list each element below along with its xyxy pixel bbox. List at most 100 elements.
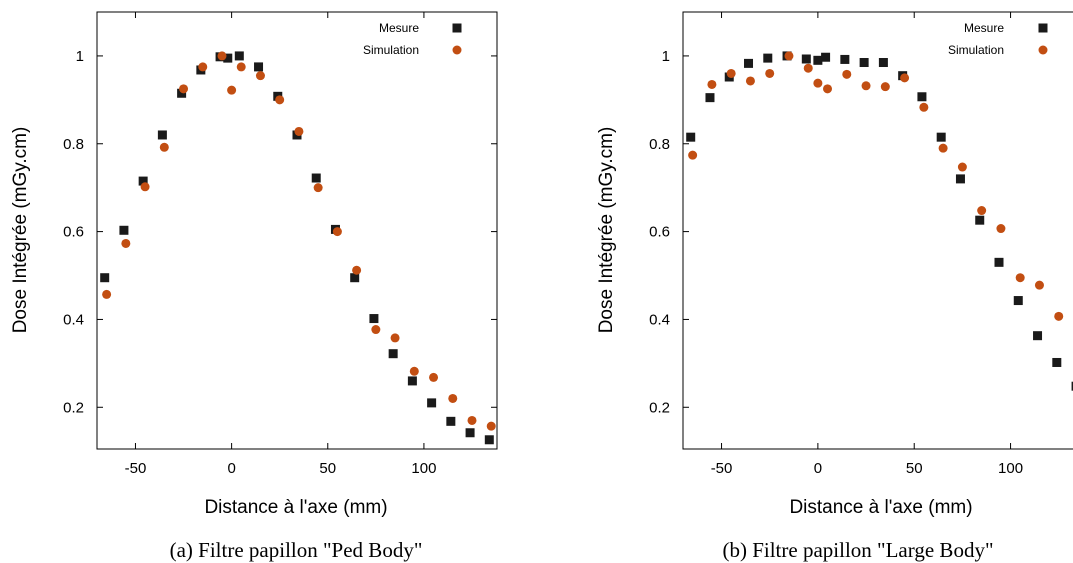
data-point-simulation xyxy=(900,73,910,83)
data-point-simulation xyxy=(919,102,929,112)
data-point-mesure xyxy=(369,314,379,324)
x-tick-label: 0 xyxy=(227,460,235,477)
y-tick-label: 1 xyxy=(662,48,670,65)
data-point-simulation xyxy=(726,68,736,78)
data-point-simulation xyxy=(784,51,794,61)
data-point-simulation xyxy=(996,224,1006,234)
y-tick-label: 0.4 xyxy=(63,311,84,328)
panel-caption: (b) Filtre papillon "Large Body" xyxy=(722,538,993,562)
x-axis-title: Distance à l'axe (mm) xyxy=(204,497,387,518)
data-point-mesure xyxy=(427,398,437,408)
data-point-mesure xyxy=(177,88,187,98)
chart-panel-b: -50 0 50 100 0.2 0.4 0.6 0.8 1 Mesure Simulation… xyxy=(596,11,1073,562)
data-point-mesure xyxy=(446,416,456,426)
data-point-mesure xyxy=(686,132,696,142)
y-axis-title: Dose Intégrée (mGy.cm) xyxy=(10,127,31,334)
data-point-simulation xyxy=(140,182,150,192)
data-point-mesure xyxy=(157,130,167,140)
data-point-simulation xyxy=(467,415,477,425)
data-point-simulation xyxy=(842,69,852,79)
y-tick-label: 0.6 xyxy=(63,224,84,241)
data-point-mesure xyxy=(813,55,823,65)
data-point-simulation xyxy=(255,71,265,81)
y-tick-label: 0.2 xyxy=(63,399,84,416)
data-point-simulation xyxy=(448,393,458,403)
data-point-mesure xyxy=(821,52,831,62)
data-point-mesure xyxy=(484,435,494,445)
data-point-simulation xyxy=(198,62,208,72)
data-point-mesure xyxy=(223,53,233,63)
data-point-mesure xyxy=(388,349,398,359)
data-point-mesure xyxy=(407,376,417,386)
y-tick-label: 0.8 xyxy=(63,136,84,153)
y-tick-label: 0.8 xyxy=(649,136,670,153)
data-points xyxy=(686,51,1073,391)
data-point-simulation xyxy=(765,68,775,78)
data-point-simulation xyxy=(938,143,948,153)
data-point-mesure xyxy=(1033,331,1043,341)
legend-label-mesure: Mesure xyxy=(964,21,1004,35)
data-point-mesure xyxy=(465,428,475,438)
data-point-simulation xyxy=(880,82,890,92)
data-point-mesure xyxy=(100,273,110,283)
y-tick-label: 0.2 xyxy=(649,399,670,416)
data-point-simulation xyxy=(803,63,813,73)
data-point-mesure xyxy=(350,273,360,283)
data-point-mesure xyxy=(975,215,985,225)
data-point-simulation xyxy=(121,238,131,248)
data-point-mesure xyxy=(119,225,129,235)
data-point-mesure xyxy=(705,93,715,103)
legend-marker-mesure xyxy=(1038,23,1048,33)
data-point-simulation xyxy=(429,372,439,382)
data-point-mesure xyxy=(234,51,244,61)
data-point-simulation xyxy=(707,79,717,89)
tick-group: -50 0 50 100 0.2 0.4 0.6 0.8 1 xyxy=(63,12,497,477)
data-points xyxy=(100,51,496,445)
data-point-mesure xyxy=(801,54,811,64)
data-point-simulation xyxy=(390,333,400,343)
data-point-mesure xyxy=(994,257,1004,267)
y-tick-label: 0.6 xyxy=(649,224,670,241)
data-point-simulation xyxy=(486,421,496,431)
tick-group: -50 0 50 100 0.2 0.4 0.6 0.8 1 xyxy=(649,12,1023,477)
legend: Mesure Simulation xyxy=(363,21,462,57)
panel-caption: (a) Filtre papillon "Ped Body" xyxy=(170,538,423,562)
data-point-simulation xyxy=(1034,280,1044,290)
data-point-simulation xyxy=(745,76,755,86)
data-point-simulation xyxy=(102,289,112,299)
legend-label-simulation: Simulation xyxy=(363,43,419,57)
data-point-mesure xyxy=(254,62,264,72)
y-axis-title: Dose Intégrée (mGy.cm) xyxy=(596,127,617,334)
data-point-simulation xyxy=(1054,311,1064,321)
chart-panel-a: -50 0 50 100 0.2 0.4 0.6 0.8 1 Mesure Simulation… xyxy=(10,11,498,562)
data-point-mesure xyxy=(1052,357,1062,367)
legend-marker-simulation xyxy=(1038,45,1048,55)
data-point-mesure xyxy=(1013,296,1023,306)
legend-label-simulation: Simulation xyxy=(948,43,1004,57)
data-point-simulation xyxy=(159,142,169,152)
data-point-mesure xyxy=(1071,381,1073,391)
data-point-simulation xyxy=(217,51,227,61)
data-point-mesure xyxy=(917,92,927,102)
data-point-simulation xyxy=(861,81,871,91)
data-point-simulation xyxy=(179,84,189,94)
legend-label-mesure: Mesure xyxy=(379,21,419,35)
x-tick-label: 50 xyxy=(319,460,336,477)
data-point-mesure xyxy=(763,53,773,63)
plot-frame xyxy=(96,11,498,450)
x-tick-label: -50 xyxy=(711,460,733,477)
data-point-simulation xyxy=(236,62,246,72)
x-tick-label: -50 xyxy=(125,460,147,477)
x-tick-label: 100 xyxy=(411,460,436,477)
data-point-simulation xyxy=(957,162,967,172)
data-point-mesure xyxy=(138,176,148,186)
data-point-simulation xyxy=(823,84,833,94)
data-point-mesure xyxy=(840,54,850,64)
data-point-simulation xyxy=(688,150,698,160)
data-point-simulation xyxy=(1015,273,1025,283)
x-tick-label: 0 xyxy=(814,460,822,477)
data-point-simulation xyxy=(332,227,342,237)
data-point-mesure xyxy=(744,58,754,68)
legend-marker-mesure xyxy=(452,23,462,33)
data-point-mesure xyxy=(878,58,888,68)
